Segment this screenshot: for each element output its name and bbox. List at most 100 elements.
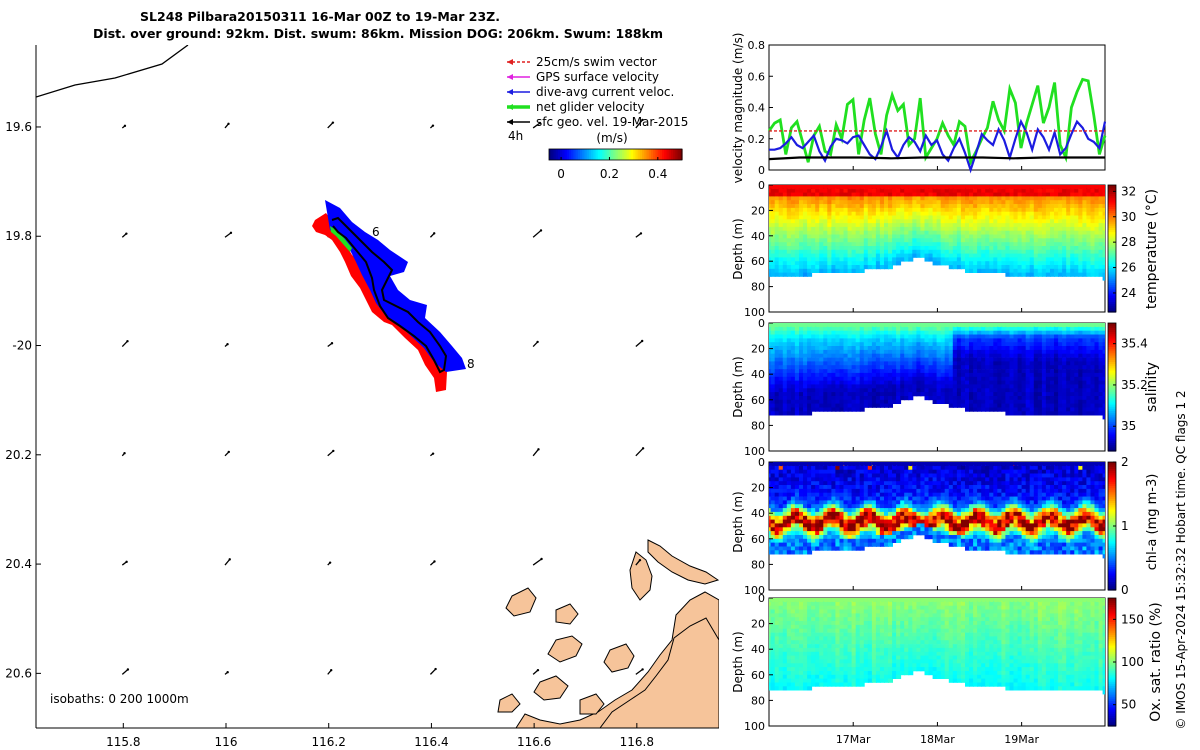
salinity-cell xyxy=(1041,346,1047,351)
temperature-cell xyxy=(1001,188,1007,193)
salinity-cell xyxy=(1033,326,1039,331)
salinity-cell xyxy=(1037,365,1043,370)
temperature-cell xyxy=(981,230,987,235)
salinity-cell xyxy=(1017,365,1023,370)
temperature-cell xyxy=(888,196,893,201)
salinity-cell xyxy=(835,349,841,355)
chl-a-cell xyxy=(774,542,780,547)
salinity-cell xyxy=(769,399,772,404)
salinity-colorbar-cell xyxy=(1108,408,1116,411)
salinity-cell xyxy=(827,357,833,362)
temperature-cell xyxy=(811,215,817,220)
salinity-cell xyxy=(912,334,918,339)
temperature-cell xyxy=(790,265,796,270)
salinity-cell xyxy=(981,357,987,362)
salinity-cell xyxy=(790,372,796,378)
chl-a-cell xyxy=(851,504,857,509)
temperature-cell xyxy=(1005,265,1011,270)
salinity-cell xyxy=(1050,392,1055,397)
salinity-cell xyxy=(770,392,776,397)
salinity-cell xyxy=(1078,376,1084,381)
temperature-cell xyxy=(1090,234,1096,239)
temperature-cell xyxy=(936,207,942,213)
temperature-cell xyxy=(1070,238,1076,243)
salinity-cell xyxy=(1086,411,1092,416)
chl-a-cell xyxy=(859,515,865,520)
salinity-cell xyxy=(924,396,930,401)
chl-a-cell xyxy=(790,508,796,513)
salinity-cell xyxy=(1094,411,1100,416)
salinity-cell xyxy=(774,372,780,378)
chl-a-cell xyxy=(778,492,784,497)
salinity-surface-dot xyxy=(960,323,966,328)
salinity-cell xyxy=(1037,388,1043,393)
temperature-cell xyxy=(1102,215,1105,220)
chl-a-cell xyxy=(807,531,813,536)
salinity-cell xyxy=(1082,342,1088,347)
salinity-cell xyxy=(811,349,817,355)
temperature-cell xyxy=(1102,238,1105,243)
temperature-cell xyxy=(1001,219,1007,224)
salinity-cell xyxy=(1074,407,1080,412)
salinity-cell xyxy=(1054,411,1059,416)
temperature-cell xyxy=(1029,234,1035,239)
temperature-surface-dot xyxy=(1033,185,1039,190)
salinity-cell xyxy=(855,353,861,358)
salinity-cell xyxy=(1033,396,1039,401)
temperature-cell xyxy=(973,192,979,197)
salinity-cell xyxy=(973,334,979,339)
salinity-cell xyxy=(1013,399,1019,404)
temperature-cell xyxy=(997,211,1003,216)
temperature-cell xyxy=(956,215,962,220)
salinity-cell xyxy=(1086,357,1092,362)
salinity-cell xyxy=(1098,411,1104,416)
temperature-cell xyxy=(1074,200,1080,205)
chl-a-cell xyxy=(786,469,792,474)
salinity-cell xyxy=(1041,399,1047,404)
salinity-cell xyxy=(928,376,934,381)
temperature-cell xyxy=(1005,230,1011,235)
salinity-cell xyxy=(1013,361,1019,366)
temperature-cell xyxy=(981,261,987,266)
temperature-cell xyxy=(1094,219,1100,224)
salinity-cell xyxy=(916,384,922,389)
temperature-cell xyxy=(879,242,885,247)
temperature-cell xyxy=(871,200,877,205)
salinity-ytick-label: 0 xyxy=(758,317,765,330)
temperature-cell xyxy=(811,211,817,216)
chl-a-surface-dot xyxy=(778,462,784,467)
temperature-cell xyxy=(879,238,885,243)
temperature-cell xyxy=(867,234,873,239)
salinity-cell xyxy=(1070,334,1076,339)
chl-a-cell xyxy=(799,473,804,478)
temperature-cell xyxy=(993,253,999,258)
temperature-cell xyxy=(815,265,821,270)
temperature-cell xyxy=(769,188,772,193)
salinity-cell xyxy=(969,365,974,370)
salinity-cell xyxy=(952,357,958,362)
temperature-cell xyxy=(879,261,885,266)
temperature-cell xyxy=(782,261,788,266)
temperature-cell xyxy=(819,223,825,228)
temperature-cell xyxy=(827,223,833,228)
salinity-cell xyxy=(819,338,825,343)
chl-a-cell xyxy=(782,523,788,528)
salinity-cell xyxy=(936,399,942,404)
salinity-cell xyxy=(807,353,813,358)
temperature-cell xyxy=(1082,215,1088,220)
colorbar-cell xyxy=(608,149,612,160)
chl-a-cell xyxy=(794,488,800,494)
temperature-cell xyxy=(1033,230,1039,235)
salinity-cell xyxy=(977,365,983,370)
temperature-cell xyxy=(879,188,885,193)
temperature-cell xyxy=(863,215,869,220)
temperature-cell xyxy=(969,204,974,209)
temperature-cell xyxy=(1041,261,1047,266)
salinity-cell xyxy=(847,384,853,389)
salinity-cell xyxy=(940,346,946,351)
temperature-surface-dot xyxy=(782,185,788,190)
temperature-cell xyxy=(888,226,893,232)
temperature-cell xyxy=(920,200,926,205)
temperature-cell xyxy=(1050,192,1055,197)
salinity-cell xyxy=(1070,411,1076,416)
